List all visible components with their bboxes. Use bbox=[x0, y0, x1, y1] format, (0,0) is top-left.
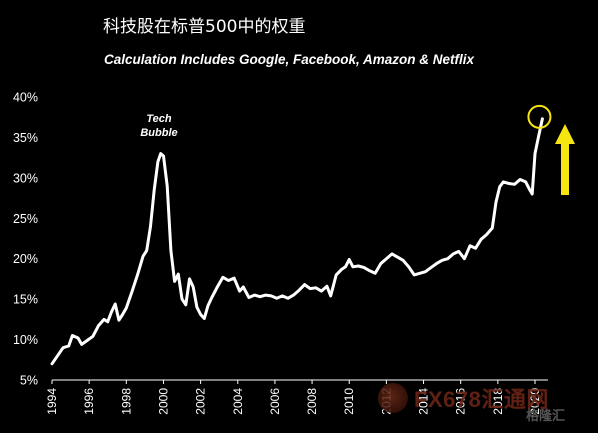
watermark-logo-icon bbox=[378, 383, 408, 413]
x-tick-label: 2016 bbox=[454, 388, 468, 415]
x-tick-label: 1996 bbox=[82, 388, 96, 415]
watermark-text: FX678汇通网 bbox=[414, 387, 549, 412]
x-tick-label: 1994 bbox=[45, 388, 59, 415]
highlight-circle bbox=[527, 104, 552, 129]
up-arrow-icon bbox=[555, 124, 575, 195]
x-tick-label: 1998 bbox=[119, 388, 133, 415]
x-tick-label: 2018 bbox=[491, 388, 505, 415]
y-tick-label: 15% bbox=[13, 293, 38, 307]
x-tick-label: 2010 bbox=[342, 388, 356, 415]
x-tick-label: 2008 bbox=[305, 388, 319, 415]
series-group bbox=[50, 117, 544, 366]
y-tick-label: 25% bbox=[13, 212, 38, 226]
x-tick-label: 2002 bbox=[194, 388, 208, 415]
x-tick-label: 2004 bbox=[231, 388, 245, 415]
x-tick-label: 2014 bbox=[417, 388, 431, 415]
x-tick-label: 2020 bbox=[528, 388, 542, 415]
y-axis: 5% 10% 15% 20% 25% 30% 35% 40% bbox=[13, 91, 38, 388]
y-tick-label: 40% bbox=[13, 91, 38, 105]
watermark: FX678汇通网 格隆汇 bbox=[378, 381, 592, 425]
x-tick-label: 2000 bbox=[156, 388, 170, 415]
tech-bubble-annotation: Tech Bubble bbox=[140, 113, 178, 139]
y-tick-label: 5% bbox=[20, 374, 38, 388]
series-line bbox=[50, 117, 544, 366]
y-tick-label: 10% bbox=[13, 333, 38, 347]
chart-subtitle: Calculation Includes Google, Facebook, A… bbox=[104, 52, 475, 67]
chart-title: 科技股在标普500中的权重 bbox=[103, 17, 306, 37]
x-tick-label: 2006 bbox=[268, 388, 282, 415]
y-tick-label: 30% bbox=[13, 171, 38, 185]
y-tick-label: 35% bbox=[13, 131, 38, 145]
y-tick-label: 20% bbox=[13, 252, 38, 266]
overlays-group bbox=[527, 104, 575, 195]
watermark-brand: 格隆汇 bbox=[526, 409, 566, 424]
